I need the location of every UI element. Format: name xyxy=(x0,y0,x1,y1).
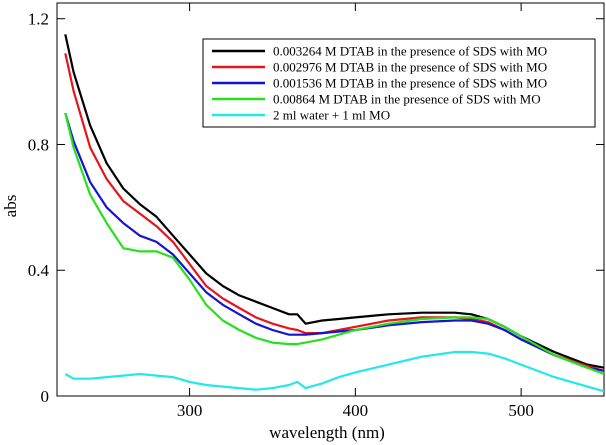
y-tick-label: 0.4 xyxy=(28,261,50,280)
y-tick-label: 1.2 xyxy=(28,10,49,29)
x-axis-title: wavelength (nm) xyxy=(269,423,385,442)
series-line-2 xyxy=(64,53,605,372)
y-axis-title: abs xyxy=(1,195,20,218)
legend: 0.003264 M DTAB in the presence of SDS w… xyxy=(202,38,596,128)
legend-label-2: 0.002976 M DTAB in the presence of SDS w… xyxy=(273,60,547,75)
y-tick-label: 0 xyxy=(41,387,50,406)
series-line-3 xyxy=(64,112,605,372)
x-tick-label: 400 xyxy=(343,401,369,420)
legend-label-3: 0.001536 M DTAB in the presence of SDS w… xyxy=(273,76,547,91)
legend-box xyxy=(202,38,596,128)
plot-frame xyxy=(56,2,605,397)
legend-label-4: 0.00864 M DTAB in the presence of SDS wi… xyxy=(273,92,541,107)
y-tick-label: 0.8 xyxy=(28,135,49,154)
legend-label-1: 0.003264 M DTAB in the presence of SDS w… xyxy=(273,44,547,59)
series-line-5 xyxy=(64,350,605,393)
legend-label-5: 2 ml water + 1 ml MO xyxy=(273,108,390,123)
series-line-4 xyxy=(64,112,605,376)
x-tick-label: 300 xyxy=(177,401,203,420)
x-tick-label: 500 xyxy=(508,401,534,420)
